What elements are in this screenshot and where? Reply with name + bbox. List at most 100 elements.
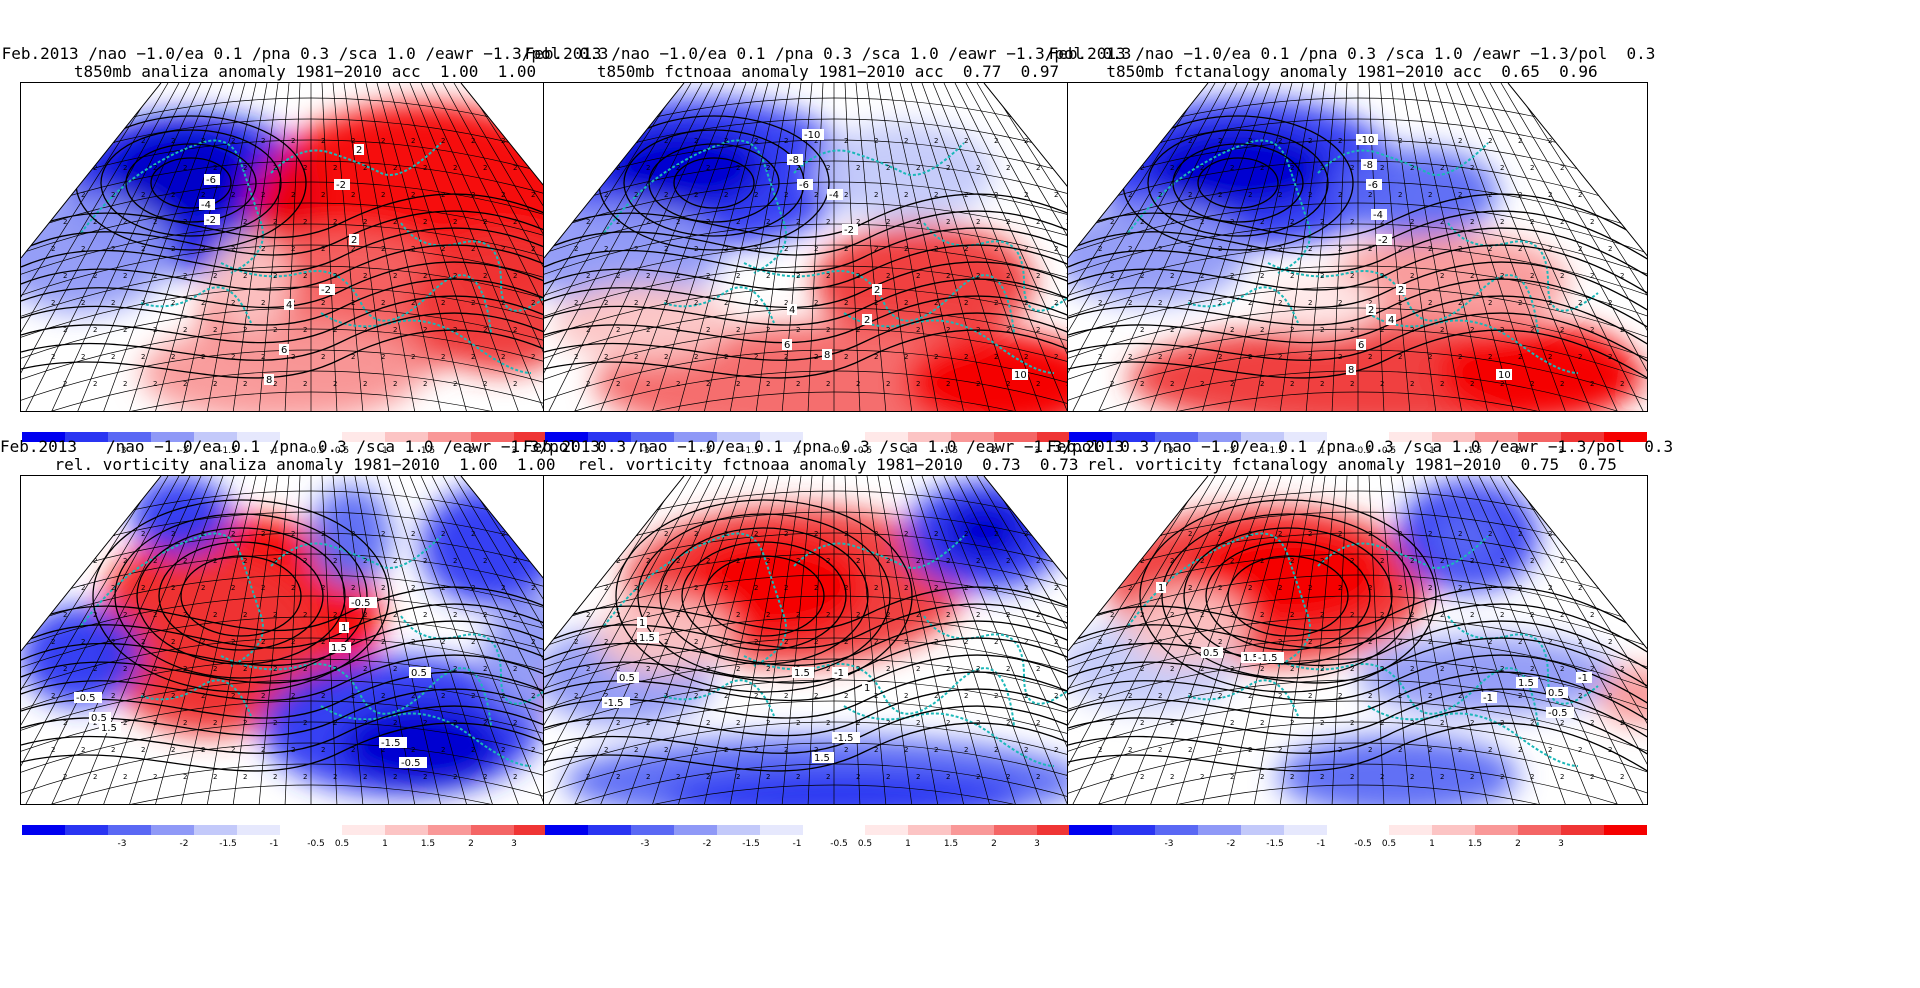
svg-text:2: 2: [814, 746, 818, 754]
svg-text:2: 2: [1560, 719, 1564, 727]
svg-text:2: 2: [814, 530, 818, 538]
colorbar-tick-label: 1.5: [943, 839, 959, 849]
svg-text:2: 2: [694, 137, 698, 145]
svg-text:2: 2: [1338, 692, 1342, 700]
svg-text:2: 2: [646, 773, 650, 781]
colorbar-tick-label: -3: [117, 839, 127, 849]
svg-text:2: 2: [291, 746, 295, 754]
colorbar-swatch: [1037, 825, 1080, 835]
svg-text:2: 2: [321, 692, 325, 700]
svg-text:2: 2: [754, 299, 758, 307]
contour-label: -4: [201, 200, 211, 211]
svg-text:2: 2: [471, 137, 475, 145]
svg-text:2: 2: [1218, 746, 1222, 754]
colorbar-tick-label: -0.5: [830, 839, 848, 849]
svg-text:2: 2: [333, 380, 337, 388]
anomaly-field: 2 2 2 2 2 2 2 2 2 2 2 2 2 2 2 2 2 2 2 2 2 2 2 2 2 2 2 2 2 2 2 2 2 2 2 2 2 2 2 2…: [1068, 83, 1647, 411]
svg-text:2: 2: [796, 719, 800, 727]
svg-text:2: 2: [1488, 584, 1492, 592]
svg-text:2: 2: [93, 164, 97, 172]
svg-text:2: 2: [291, 692, 295, 700]
svg-text:2: 2: [676, 380, 680, 388]
svg-text:2: 2: [1548, 299, 1552, 307]
svg-text:2: 2: [784, 299, 788, 307]
svg-text:2: 2: [814, 245, 818, 253]
svg-text:2: 2: [1368, 746, 1372, 754]
svg-text:2: 2: [904, 692, 908, 700]
svg-text:2: 2: [814, 299, 818, 307]
svg-text:2: 2: [183, 773, 187, 781]
svg-text:2: 2: [1054, 638, 1058, 646]
svg-text:2: 2: [1548, 245, 1552, 253]
colorbar-tick-label: 0.5: [334, 446, 350, 456]
svg-text:2: 2: [856, 665, 860, 673]
svg-text:2: 2: [1140, 380, 1144, 388]
svg-text:2: 2: [1578, 191, 1582, 199]
colorbar-tick-label: 3: [511, 446, 517, 456]
svg-text:2: 2: [243, 380, 247, 388]
colorbar-tick-label: -1: [792, 446, 802, 456]
svg-text:2: 2: [303, 719, 307, 727]
svg-text:2: 2: [964, 530, 968, 538]
svg-text:2: 2: [634, 638, 638, 646]
svg-text:2: 2: [664, 638, 668, 646]
svg-text:2: 2: [483, 164, 487, 172]
svg-text:2: 2: [1338, 530, 1342, 538]
svg-text:2: 2: [1140, 719, 1144, 727]
svg-text:2: 2: [946, 719, 950, 727]
svg-text:2: 2: [1320, 611, 1324, 619]
contour-label: 6: [784, 340, 790, 351]
svg-text:2: 2: [586, 272, 590, 280]
contour-label: -1.5: [604, 698, 624, 709]
svg-text:2: 2: [51, 746, 55, 754]
svg-text:2: 2: [381, 746, 385, 754]
svg-text:2: 2: [1410, 218, 1414, 226]
svg-text:2: 2: [111, 353, 115, 361]
svg-text:2: 2: [916, 719, 920, 727]
svg-text:2: 2: [646, 665, 650, 673]
svg-text:2: 2: [291, 191, 295, 199]
colorbar-tick-label: -1.5: [1266, 839, 1284, 849]
svg-text:2: 2: [93, 611, 97, 619]
svg-text:2: 2: [814, 692, 818, 700]
svg-text:2: 2: [916, 380, 920, 388]
svg-text:2: 2: [856, 719, 860, 727]
svg-text:2: 2: [351, 299, 355, 307]
svg-text:2: 2: [513, 218, 517, 226]
svg-text:2: 2: [664, 191, 668, 199]
svg-text:2: 2: [93, 665, 97, 673]
svg-text:2: 2: [694, 353, 698, 361]
svg-text:2: 2: [724, 191, 728, 199]
svg-text:2: 2: [874, 299, 878, 307]
svg-text:2: 2: [171, 245, 175, 253]
colorbar-swatch: [1604, 825, 1647, 835]
map-grid: [1068, 476, 1647, 804]
svg-text:2: 2: [706, 164, 710, 172]
svg-text:2: 2: [1098, 530, 1102, 538]
svg-text:2: 2: [646, 164, 650, 172]
svg-text:2: 2: [333, 326, 337, 334]
svg-text:2: 2: [586, 164, 590, 172]
svg-text:2: 2: [93, 773, 97, 781]
colorbar-swatch: [717, 432, 760, 442]
svg-text:2: 2: [844, 692, 848, 700]
svg-text:2: 2: [1036, 665, 1040, 673]
svg-text:2: 2: [1500, 326, 1504, 334]
svg-text:2: 2: [1006, 380, 1010, 388]
svg-text:2: 2: [321, 245, 325, 253]
svg-text:2: 2: [1110, 611, 1114, 619]
svg-text:2: 2: [273, 218, 277, 226]
svg-text:2: 2: [934, 353, 938, 361]
svg-text:2: 2: [706, 272, 710, 280]
svg-text:2: 2: [1110, 326, 1114, 334]
svg-text:2: 2: [441, 638, 445, 646]
svg-text:2: 2: [111, 746, 115, 754]
svg-text:2: 2: [1548, 353, 1552, 361]
svg-text:2: 2: [1380, 272, 1384, 280]
svg-text:2: 2: [1500, 611, 1504, 619]
svg-text:2: 2: [586, 326, 590, 334]
svg-text:2: 2: [1548, 746, 1552, 754]
svg-text:2: 2: [886, 164, 890, 172]
svg-text:2: 2: [886, 218, 890, 226]
svg-text:2: 2: [393, 218, 397, 226]
